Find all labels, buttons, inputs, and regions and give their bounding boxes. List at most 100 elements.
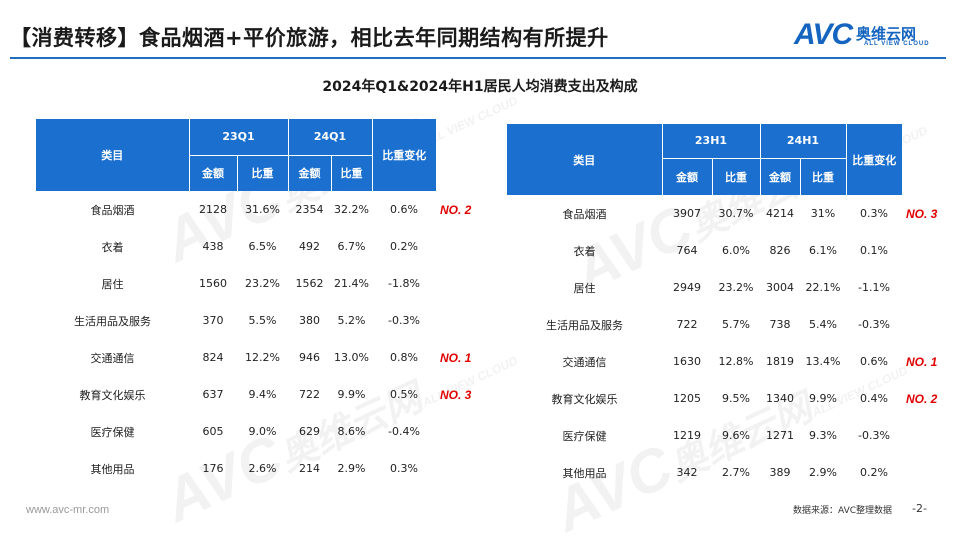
amount-2-cell: 629 <box>299 425 320 438</box>
rank-badge: NO. 1 <box>440 350 472 365</box>
rank-badge <box>902 454 947 491</box>
table-row: 生活用品及服务 370 5.5% 380 5.2% -0.3% <box>36 302 486 339</box>
change-cell: 0.5% <box>390 388 418 401</box>
amount-1-cell: 342 <box>676 466 698 479</box>
rank-badge <box>436 302 486 339</box>
category-cell: 交通通信 <box>90 351 135 365</box>
share-2-cell: 32.2% <box>334 203 369 216</box>
change-cell: -0.3% <box>858 318 890 331</box>
title-divider <box>10 57 946 59</box>
table-row: 教育文化娱乐 637 9.4% 722 9.9% 0.5% NO. 3 <box>36 376 486 413</box>
amount-1-cell: 764 <box>676 244 698 257</box>
category-cell: 食品烟酒 <box>90 203 135 217</box>
change-cell: -1.8% <box>388 277 420 290</box>
consumption-table-h1: 类目 23H1 24H1 比重变化 金额 比重 金额 比重 食品烟酒 3907 30… <box>507 124 947 491</box>
header-change: 比重变化 <box>845 124 902 195</box>
change-cell: -0.3% <box>858 429 890 442</box>
rank-badge <box>436 228 486 265</box>
category-cell: 生活用品及服务 <box>74 314 151 328</box>
share-1-cell: 5.5% <box>248 314 277 327</box>
category-cell: 教育文化娱乐 <box>79 388 146 402</box>
amount-2-cell: 826 <box>769 244 791 257</box>
header-period-1: 23Q1 <box>188 119 288 155</box>
change-cell: 0.1% <box>860 244 888 257</box>
share-1-cell: 12.8% <box>718 355 754 368</box>
change-cell: -0.3% <box>388 314 420 327</box>
share-2-cell: 8.6% <box>337 425 366 438</box>
change-cell: 0.2% <box>860 466 888 479</box>
share-2-cell: 31% <box>810 207 836 220</box>
amount-1-cell: 722 <box>676 318 698 331</box>
table-row: 交通通信 1630 12.8% 1819 13.4% 0.6% NO. 1 <box>507 343 947 380</box>
table-row: 其他用品 176 2.6% 214 2.9% 0.3% <box>36 450 486 487</box>
table-row: 食品烟酒 3907 30.7% 4214 31% 0.3% NO. 3 <box>507 195 947 232</box>
brand-logo: AVC 奥维云网 ALL VIEW CLOUD <box>794 18 944 52</box>
header-amount: 金额 <box>287 154 331 191</box>
change-cell: 0.8% <box>390 351 418 364</box>
amount-1-cell: 2128 <box>199 203 227 216</box>
header-share: 比重 <box>711 157 760 195</box>
rank-badge: NO. 3 <box>906 206 938 221</box>
amount-2-cell: 722 <box>299 388 320 401</box>
share-1-cell: 9.4% <box>248 388 277 401</box>
consumption-table-q1: 类目 23Q1 24Q1 比重变化 金额 比重 金额 比重 食品烟酒 2128 31… <box>36 119 486 487</box>
amount-2-cell: 1562 <box>295 277 324 290</box>
change-cell: 0.4% <box>860 392 888 405</box>
change-cell: 0.6% <box>390 203 418 216</box>
table-row: 食品烟酒 2128 31.6% 2354 32.2% 0.6% NO. 2 <box>36 191 486 228</box>
header-amount: 金额 <box>759 157 800 195</box>
amount-1-cell: 1560 <box>199 277 227 290</box>
amount-1-cell: 1205 <box>673 392 701 405</box>
rank-badge <box>902 417 947 454</box>
amount-2-cell: 2354 <box>295 203 324 216</box>
section-subtitle: 2024年Q1&2024年H1居民人均消费支出及构成 <box>322 79 638 95</box>
category-cell: 医疗保健 <box>562 429 607 443</box>
category-cell: 交通通信 <box>562 355 607 369</box>
share-1-cell: 9.5% <box>722 392 750 405</box>
header-share: 比重 <box>236 154 288 191</box>
rank-badge <box>902 232 947 269</box>
change-cell: 0.6% <box>860 355 888 368</box>
category-cell: 居住 <box>573 281 596 295</box>
header-amount: 金额 <box>661 157 712 195</box>
table-row: 其他用品 342 2.7% 389 2.9% 0.2% <box>507 454 947 491</box>
header-category: 类目 <box>36 119 189 191</box>
change-cell: 0.3% <box>860 207 888 220</box>
rank-badge <box>902 306 947 343</box>
amount-1-cell: 637 <box>202 388 224 401</box>
table-row: 居住 2949 23.2% 3004 22.1% -1.1% <box>507 269 947 306</box>
share-1-cell: 30.7% <box>718 207 754 220</box>
share-2-cell: 13.0% <box>334 351 369 364</box>
amount-2-cell: 214 <box>299 462 320 475</box>
share-2-cell: 2.9% <box>337 462 366 475</box>
share-2-cell: 6.7% <box>337 240 366 253</box>
table-row: 衣着 438 6.5% 492 6.7% 0.2% <box>36 228 486 265</box>
share-2-cell: 22.1% <box>805 281 841 294</box>
amount-1-cell: 3907 <box>673 207 701 220</box>
amount-2-cell: 380 <box>299 314 320 327</box>
rank-badge: NO. 2 <box>440 202 472 217</box>
header-amount: 金额 <box>188 154 237 191</box>
category-cell: 衣着 <box>101 240 124 254</box>
rank-badge <box>436 265 486 302</box>
change-cell: -0.4% <box>388 425 420 438</box>
rank-badge: NO. 1 <box>906 354 938 369</box>
logo-en: ALL VIEW CLOUD <box>864 41 930 47</box>
amount-1-cell: 1630 <box>673 355 701 368</box>
rank-badge: NO. 3 <box>440 387 472 402</box>
amount-2-cell: 389 <box>769 466 791 479</box>
share-2-cell: 2.9% <box>809 466 837 479</box>
page-title: 【消费转移】食品烟酒+平价旅游，相比去年同期结构有所提升 <box>10 26 609 50</box>
share-1-cell: 12.2% <box>245 351 280 364</box>
header-category: 类目 <box>507 124 662 195</box>
amount-2-cell: 4214 <box>766 207 794 220</box>
table-row: 生活用品及服务 722 5.7% 738 5.4% -0.3% <box>507 306 947 343</box>
share-1-cell: 6.0% <box>722 244 750 257</box>
header-period-1: 23H1 <box>661 124 760 158</box>
share-2-cell: 9.3% <box>809 429 837 442</box>
share-1-cell: 2.7% <box>722 466 750 479</box>
amount-1-cell: 176 <box>202 462 224 475</box>
share-2-cell: 13.4% <box>805 355 841 368</box>
change-cell: 0.3% <box>390 462 418 475</box>
amount-1-cell: 824 <box>202 351 224 364</box>
